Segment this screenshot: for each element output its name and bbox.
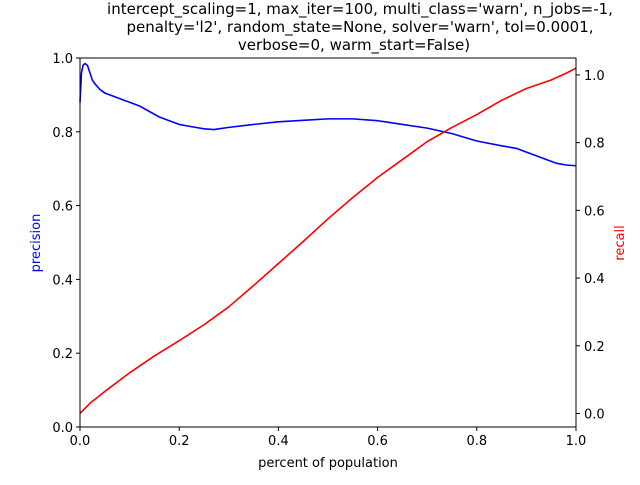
y-axis-left: 0.0 0.2 0.4 0.6 0.8 1.0 (52, 52, 80, 436)
title-line-1: intercept_scaling=1, max_iter=100, multi… (107, 0, 613, 19)
x-tick-label: 0.8 (466, 434, 487, 449)
x-axis-label: percent of population (258, 456, 398, 471)
y-left-tick-label: 0.4 (52, 273, 73, 288)
x-tick-label: 1.0 (566, 434, 587, 449)
x-tick-label: 0.0 (70, 434, 91, 449)
title-line-3: verbose=0, warm_start=False) (238, 36, 470, 55)
y-right-tick-label: 0.8 (584, 137, 605, 152)
precision-line (79, 62, 577, 167)
y-left-tick-label: 0.8 (52, 126, 73, 141)
y-left-tick-label: 0.0 (52, 421, 73, 436)
chart-title: intercept_scaling=1, max_iter=100, multi… (107, 0, 613, 55)
recall-line (79, 67, 577, 415)
x-tick-label: 0.6 (367, 434, 388, 449)
plot-frame (79, 57, 577, 428)
y-axis-label-left: precision (29, 214, 44, 273)
y-right-tick-label: 1.0 (584, 69, 605, 84)
x-tick-label: 0.4 (268, 434, 289, 449)
y-right-tick-label: 0.4 (584, 272, 605, 287)
y-axis-label-right: recall (613, 225, 628, 260)
y-left-tick-label: 0.2 (52, 347, 73, 362)
y-left-tick-label: 1.0 (52, 52, 73, 67)
y-right-tick-label: 0.6 (584, 204, 605, 219)
plot-series (79, 62, 577, 415)
y-right-tick-label: 0.0 (584, 407, 605, 422)
y-axis-right: 0.0 0.2 0.4 0.6 0.8 1.0 (576, 69, 605, 422)
y-left-tick-label: 0.6 (52, 200, 73, 215)
y-right-tick-label: 0.2 (584, 340, 605, 355)
x-axis: 0.0 0.2 0.4 0.6 0.8 1.0 (70, 427, 587, 449)
title-line-2: penalty='l2', random_state=None, solver=… (126, 18, 593, 37)
x-tick-label: 0.2 (169, 434, 190, 449)
